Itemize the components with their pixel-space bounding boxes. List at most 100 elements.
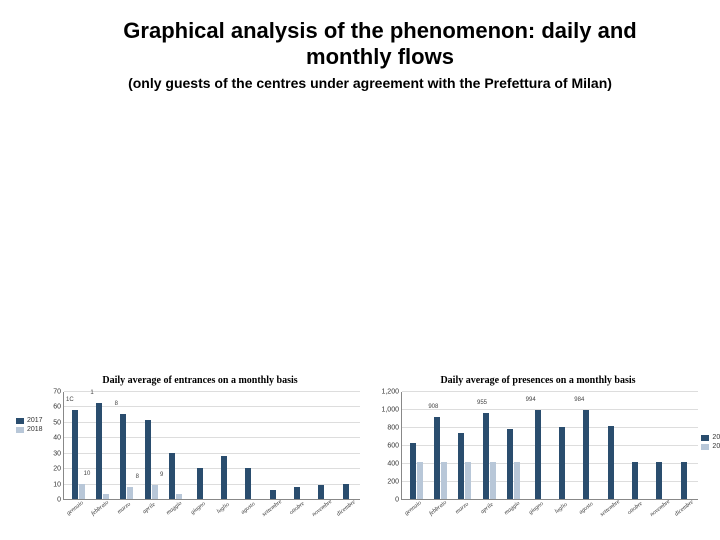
legend-item-2017: 2017: [701, 434, 720, 441]
bar-2017: [458, 433, 464, 499]
bar-value-label: 994: [526, 397, 536, 403]
chart-entrances: Daily average of entrances on a monthly …: [40, 375, 360, 522]
chart-legend-left: 2017 2018: [16, 417, 43, 435]
bar-value-label: 1: [90, 390, 93, 396]
category-group: 994: [526, 410, 550, 499]
bar-2017: [681, 462, 687, 499]
chart-legend: 2017 2018: [701, 434, 720, 452]
legend-swatch-2017: [701, 435, 709, 441]
bar-2017: [343, 484, 349, 499]
y-tick: 200: [387, 479, 399, 486]
chart-entrances-xlabels: gennaiofebbraiomarzoaprilemaggiogiugnolu…: [64, 500, 360, 522]
y-tick: 600: [387, 443, 399, 450]
legend-item-2017-l: 2017: [16, 417, 43, 424]
bar-2017: [197, 468, 203, 499]
bar-value-label: 984: [574, 397, 584, 403]
bar-2017: [318, 485, 324, 499]
bar-2017: [434, 417, 440, 499]
x-label: dicembre: [671, 496, 704, 529]
bar-2017: [410, 443, 416, 499]
legend-label-2018: 2018: [712, 443, 720, 450]
chart-presences-plot: 908 955 994 984: [402, 392, 698, 500]
category-group: 1C10: [66, 410, 90, 499]
chart-presences-title: Daily average of presences on a monthly …: [378, 375, 698, 386]
bar-value-label: 908: [428, 404, 438, 410]
bar-value-label: 8: [115, 401, 118, 407]
y-tick: 1,200: [381, 389, 399, 396]
bar-2017: [535, 410, 541, 499]
category-group: 9: [139, 420, 163, 499]
y-tick: 0: [57, 497, 61, 504]
legend-label-2017-l: 2017: [27, 417, 43, 424]
category-group: 1: [90, 403, 114, 499]
bar-2018: [514, 462, 520, 499]
legend-label-2018-l: 2018: [27, 426, 43, 433]
bar-2017: [72, 410, 78, 499]
bar-2017: [559, 427, 565, 499]
chart-entrances-plot: 1C101889: [64, 392, 360, 500]
bar-2017: [608, 426, 614, 499]
bar-2018: [441, 462, 447, 499]
y-tick: 800: [387, 425, 399, 432]
bar-2017: [245, 468, 251, 499]
category-group: [261, 490, 285, 499]
category-group: [550, 427, 574, 499]
y-tick: 70: [53, 389, 61, 396]
bar-2017: [294, 487, 300, 499]
bar-2017: [656, 462, 662, 499]
x-label: dicembre: [333, 496, 366, 529]
category-group: [501, 429, 525, 499]
bar-value-label: 955: [477, 400, 487, 406]
bar-value-label: 1C: [66, 397, 74, 403]
category-group: [212, 456, 236, 499]
bar-2017: [96, 403, 102, 499]
bar-2017: [583, 410, 589, 499]
page-title: Graphical analysis of the phenomenon: da…: [0, 0, 720, 71]
category-group: [599, 426, 623, 499]
bar-2017: [145, 420, 151, 499]
category-group: 984: [574, 410, 598, 499]
legend-swatch-2018: [701, 444, 709, 450]
bar-2017: [483, 413, 489, 499]
category-group: [404, 443, 428, 499]
bar-2018: [490, 462, 496, 499]
y-tick: 10: [53, 481, 61, 488]
chart-entrances-title: Daily average of entrances on a monthly …: [40, 375, 360, 386]
bar-2018: [417, 462, 423, 499]
legend-item-2018-l: 2018: [16, 426, 43, 433]
chart-entrances-area: 010203040506070 1C101889 gennaiofebbraio…: [40, 392, 360, 522]
bar-2017: [169, 453, 175, 499]
bar-value-label: 10: [84, 471, 91, 477]
bar-2018: [465, 462, 471, 499]
charts-row: Daily average of entrances on a monthly …: [40, 375, 710, 522]
chart-presences-yaxis: 02004006008001,0001,200: [378, 392, 402, 500]
chart-presences-area: 02004006008001,0001,200 908955994984 gen…: [378, 392, 698, 522]
category-group: 88: [115, 414, 139, 499]
chart-entrances-yaxis: 010203040506070: [40, 392, 64, 500]
y-tick: 50: [53, 419, 61, 426]
category-group: [163, 453, 187, 499]
y-tick: 400: [387, 461, 399, 468]
bar-2017: [632, 462, 638, 499]
legend-swatch-2017-l: [16, 418, 24, 424]
category-group: [309, 485, 333, 499]
category-group: [453, 433, 477, 499]
chart-presences-xlabels: gennaiofebbraiomarzoaprilemaggiogiugnolu…: [402, 500, 698, 522]
category-group: [188, 468, 212, 499]
y-tick: 0: [395, 497, 399, 504]
category-group: 908: [428, 417, 452, 499]
y-tick: 30: [53, 450, 61, 457]
y-tick: 20: [53, 466, 61, 473]
category-group: [672, 462, 696, 499]
category-group: [623, 462, 647, 499]
legend-item-2018: 2018: [701, 443, 720, 450]
category-group: [285, 487, 309, 499]
category-group: [334, 484, 358, 499]
category-group: [647, 462, 671, 499]
category-group: [236, 468, 260, 499]
page-subtitle: (only guests of the centres under agreem…: [0, 71, 720, 91]
chart-presences: Daily average of presences on a monthly …: [378, 375, 698, 522]
y-tick: 40: [53, 435, 61, 442]
legend-label-2017: 2017: [712, 434, 720, 441]
y-tick: 60: [53, 404, 61, 411]
